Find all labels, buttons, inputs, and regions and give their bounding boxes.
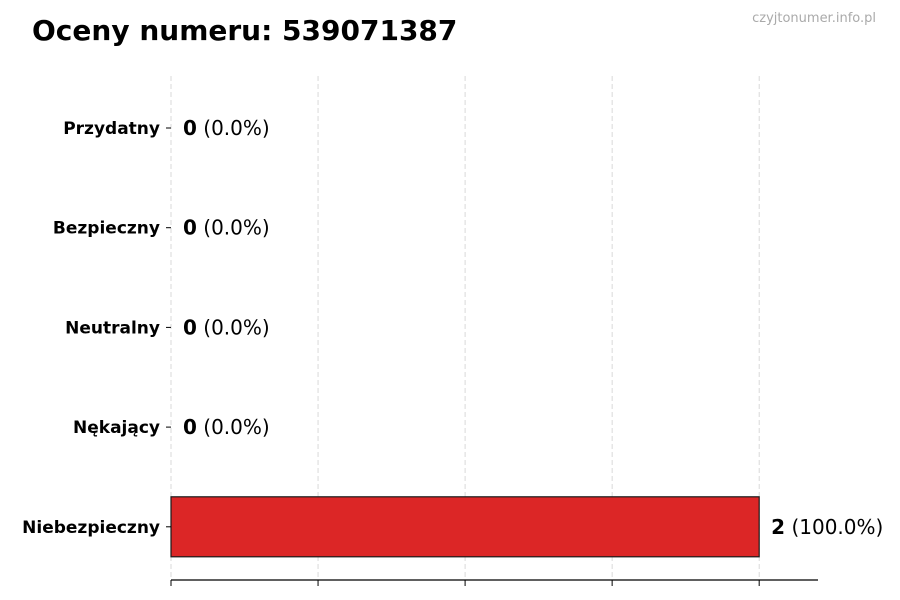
data-label: 0 (0.0%) [183, 315, 270, 339]
category-label: Nękający [73, 418, 160, 438]
grid [170, 76, 760, 580]
data-value: 0 [183, 415, 197, 439]
data-value: 0 [183, 216, 197, 240]
data-percent: (0.0%) [197, 415, 270, 439]
category-label: Bezpieczny [53, 219, 160, 239]
labels: Przydatny 0 (0.0%) Bezpieczny 0 (0.0%) Neutr… [22, 116, 883, 539]
data-label: 0 (0.0%) [183, 216, 270, 240]
bar [170, 496, 760, 558]
category-label: Przydatny [63, 119, 160, 139]
axes [166, 127, 818, 586]
data-label: 2 (100.0%) [771, 515, 883, 539]
data-percent: (100.0%) [785, 515, 883, 539]
category-label: Neutralny [65, 318, 160, 338]
watermark: czyjtonumer.info.pl [752, 11, 876, 26]
data-percent: (0.0%) [197, 116, 270, 140]
data-percent: (0.0%) [197, 315, 270, 339]
bars [170, 496, 760, 558]
data-value: 0 [183, 116, 197, 140]
data-label: 0 (0.0%) [183, 116, 270, 140]
data-value: 2 [771, 515, 785, 539]
data-value: 0 [183, 315, 197, 339]
data-percent: (0.0%) [197, 216, 270, 240]
category-label: Niebezpieczny [22, 518, 160, 538]
chart-title: Oceny numeru: 539071387 [32, 14, 457, 47]
data-label: 0 (0.0%) [183, 415, 270, 439]
